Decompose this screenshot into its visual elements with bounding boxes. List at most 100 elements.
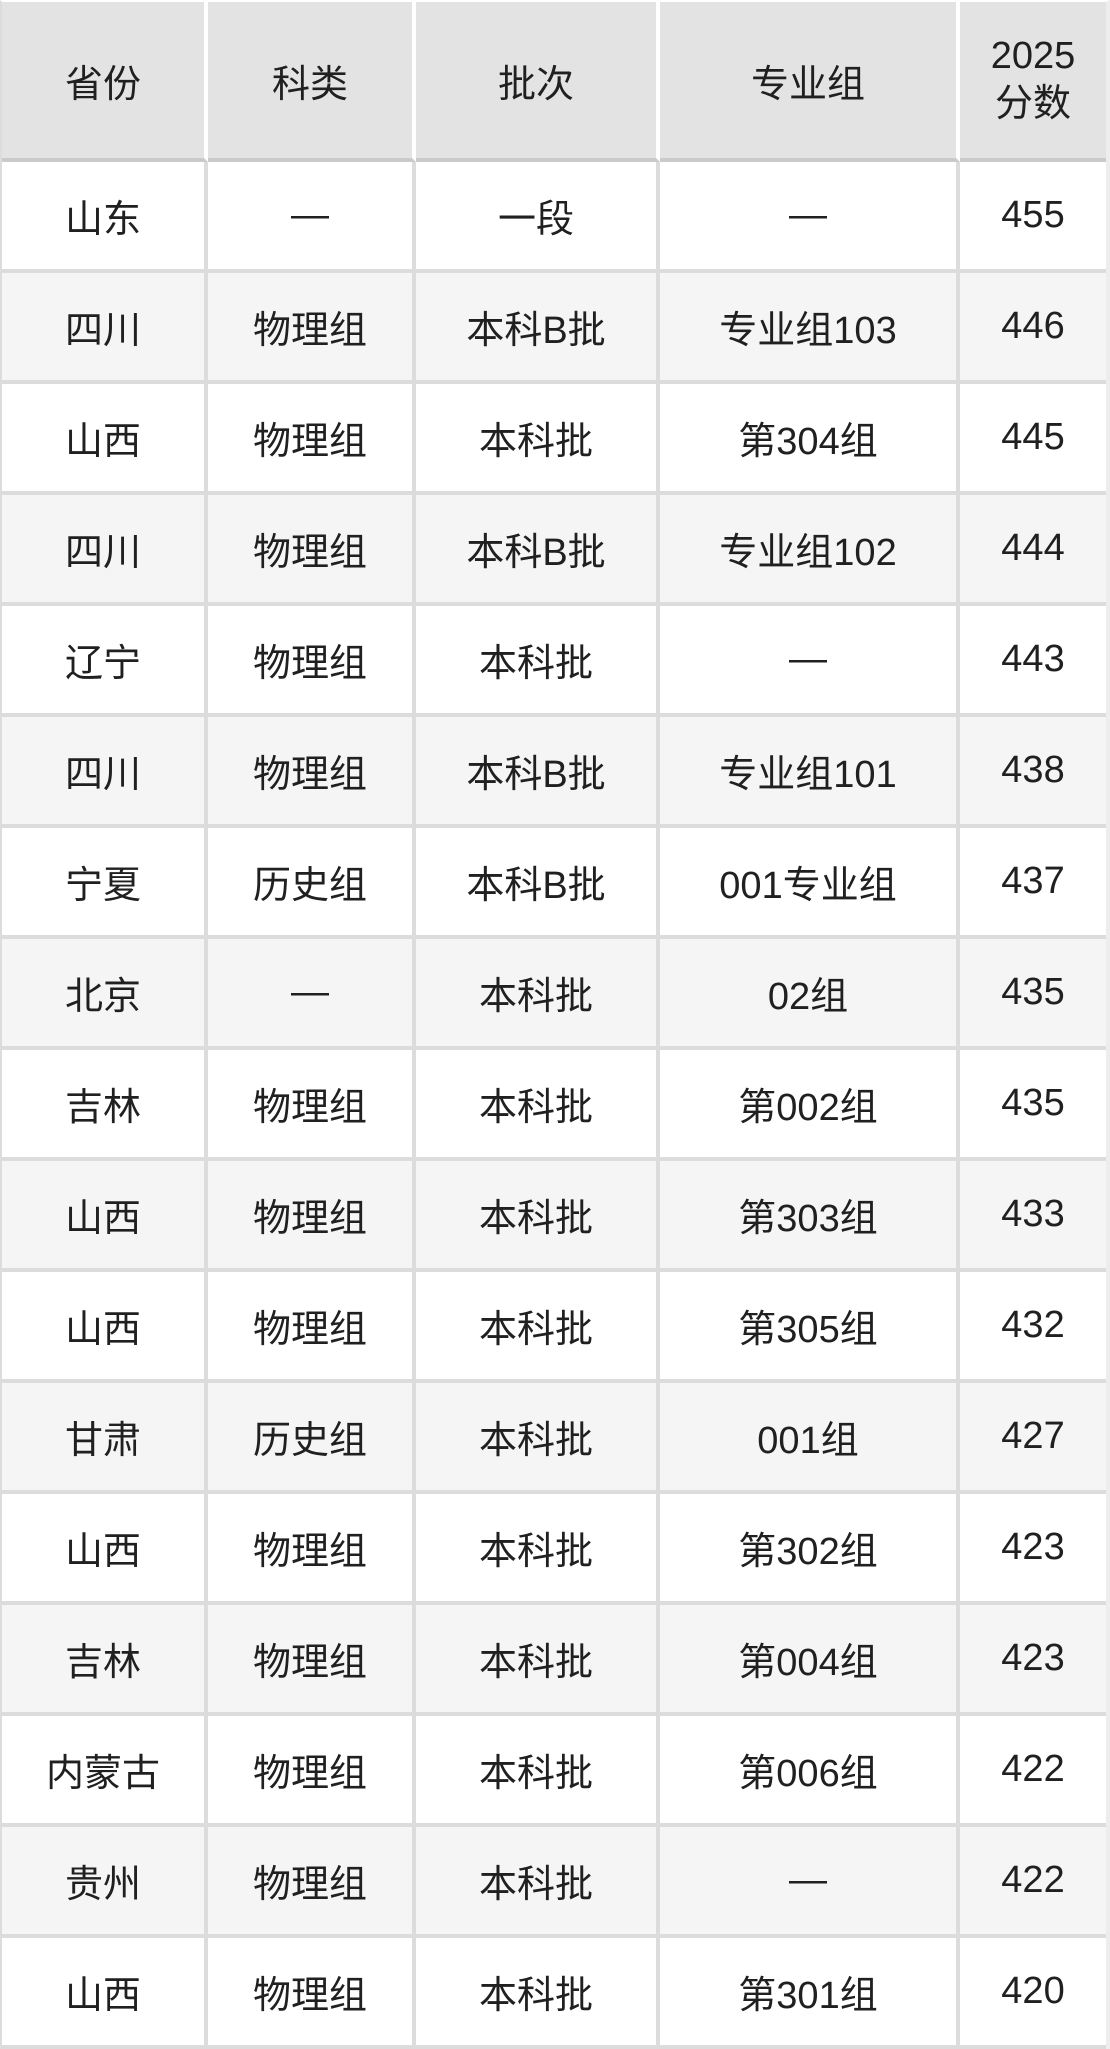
table-row: 山东 — 一段 — 455 [2, 162, 1106, 273]
cell-category: 物理组 [208, 1827, 416, 1938]
cell-province: 山西 [2, 1161, 208, 1272]
cell-province: 山西 [2, 1938, 208, 2049]
cell-category: 物理组 [208, 1161, 416, 1272]
cell-province: 甘肃 [2, 1383, 208, 1494]
table-row: 山西 物理组 本科批 第303组 433 [2, 1161, 1106, 1272]
cell-province: 吉林 [2, 1050, 208, 1161]
cell-category: 物理组 [208, 1938, 416, 2049]
cell-batch: 本科B批 [416, 495, 660, 606]
table-row: 贵州 物理组 本科批 — 422 [2, 1827, 1106, 1938]
cell-province: 北京 [2, 939, 208, 1050]
cell-score: 423 [960, 1605, 1106, 1716]
cell-province: 四川 [2, 273, 208, 384]
table-row: 四川 物理组 本科B批 专业组102 444 [2, 495, 1106, 606]
cell-group: — [660, 606, 960, 717]
cell-batch: 本科B批 [416, 828, 660, 939]
header-score-label: 2025 分数 [991, 32, 1076, 129]
cell-category: 物理组 [208, 1494, 416, 1605]
header-cell-province: 省份 [2, 2, 208, 162]
cell-batch: 本科批 [416, 1161, 660, 1272]
cell-group: 专业组102 [660, 495, 960, 606]
header-cell-score: 2025 分数 [960, 2, 1106, 162]
cell-score: 444 [960, 495, 1106, 606]
header-cell-category: 科类 [208, 2, 416, 162]
cell-score: 422 [960, 1716, 1106, 1827]
table-row: 山西 物理组 本科批 第301组 420 [2, 1938, 1106, 2049]
cell-category: 物理组 [208, 717, 416, 828]
cell-score: 446 [960, 273, 1106, 384]
cell-province: 山西 [2, 384, 208, 495]
table-row: 山西 物理组 本科批 第302组 423 [2, 1494, 1106, 1605]
cell-group: 001组 [660, 1383, 960, 1494]
cell-province: 内蒙古 [2, 1716, 208, 1827]
header-cell-group: 专业组 [660, 2, 960, 162]
table-body: 山东 — 一段 — 455 四川 物理组 本科B批 专业组103 446 山西 … [2, 162, 1106, 2049]
cell-group: 第305组 [660, 1272, 960, 1383]
cell-batch: 一段 [416, 162, 660, 273]
cell-score: 435 [960, 1050, 1106, 1161]
table-row: 内蒙古 物理组 本科批 第006组 422 [2, 1716, 1106, 1827]
cell-score: 443 [960, 606, 1106, 717]
cell-score: 433 [960, 1161, 1106, 1272]
cell-category: 物理组 [208, 1272, 416, 1383]
cell-score: 445 [960, 384, 1106, 495]
cell-province: 吉林 [2, 1605, 208, 1716]
cell-category: 历史组 [208, 1383, 416, 1494]
cell-score: 435 [960, 939, 1106, 1050]
table-row: 山西 物理组 本科批 第304组 445 [2, 384, 1106, 495]
cell-batch: 本科批 [416, 1605, 660, 1716]
table-row: 吉林 物理组 本科批 第004组 423 [2, 1605, 1106, 1716]
cell-group: 专业组103 [660, 273, 960, 384]
cell-batch: 本科批 [416, 1272, 660, 1383]
cell-score: 423 [960, 1494, 1106, 1605]
cell-batch: 本科批 [416, 939, 660, 1050]
cell-group: 001专业组 [660, 828, 960, 939]
cell-category: 物理组 [208, 1716, 416, 1827]
cell-category: 物理组 [208, 1050, 416, 1161]
cell-batch: 本科批 [416, 384, 660, 495]
cell-group: 02组 [660, 939, 960, 1050]
cell-category: 物理组 [208, 495, 416, 606]
cell-batch: 本科批 [416, 1494, 660, 1605]
cell-group: 第304组 [660, 384, 960, 495]
cell-province: 山东 [2, 162, 208, 273]
cell-province: 辽宁 [2, 606, 208, 717]
cell-group: 第006组 [660, 1716, 960, 1827]
header-score-line2: 分数 [994, 83, 1071, 125]
cell-score: 438 [960, 717, 1106, 828]
table-row: 辽宁 物理组 本科批 — 443 [2, 606, 1106, 717]
cell-score: 422 [960, 1827, 1106, 1938]
cell-group: 第301组 [660, 1938, 960, 2049]
cell-group: 第004组 [660, 1605, 960, 1716]
cell-province: 山西 [2, 1494, 208, 1605]
table-row: 宁夏 历史组 本科B批 001专业组 437 [2, 828, 1106, 939]
table-header-row: 省份 科类 批次 专业组 2025 分数 [2, 2, 1106, 162]
table-row: 吉林 物理组 本科批 第002组 435 [2, 1050, 1106, 1161]
cell-group: — [660, 1827, 960, 1938]
cell-province: 山西 [2, 1272, 208, 1383]
table-row: 山西 物理组 本科批 第305组 432 [2, 1272, 1106, 1383]
cell-score: 427 [960, 1383, 1106, 1494]
header-score-line1: 2025 [990, 34, 1076, 77]
cell-province: 四川 [2, 717, 208, 828]
cell-category: 物理组 [208, 384, 416, 495]
cell-category: 物理组 [208, 1605, 416, 1716]
cell-batch: 本科B批 [416, 717, 660, 828]
cell-batch: 本科批 [416, 1938, 660, 2049]
cell-category: — [208, 162, 416, 273]
cell-group: 第303组 [660, 1161, 960, 1272]
cell-score: 420 [960, 1938, 1106, 2049]
cell-group: 专业组101 [660, 717, 960, 828]
cell-province: 宁夏 [2, 828, 208, 939]
cell-category: — [208, 939, 416, 1050]
cell-batch: 本科批 [416, 1050, 660, 1161]
cell-batch: 本科批 [416, 1716, 660, 1827]
cell-province: 贵州 [2, 1827, 208, 1938]
cell-batch: 本科批 [416, 1827, 660, 1938]
table-row: 四川 物理组 本科B批 专业组103 446 [2, 273, 1106, 384]
cell-province: 四川 [2, 495, 208, 606]
cell-category: 物理组 [208, 273, 416, 384]
cell-group: 第302组 [660, 1494, 960, 1605]
table-row: 北京 — 本科批 02组 435 [2, 939, 1106, 1050]
